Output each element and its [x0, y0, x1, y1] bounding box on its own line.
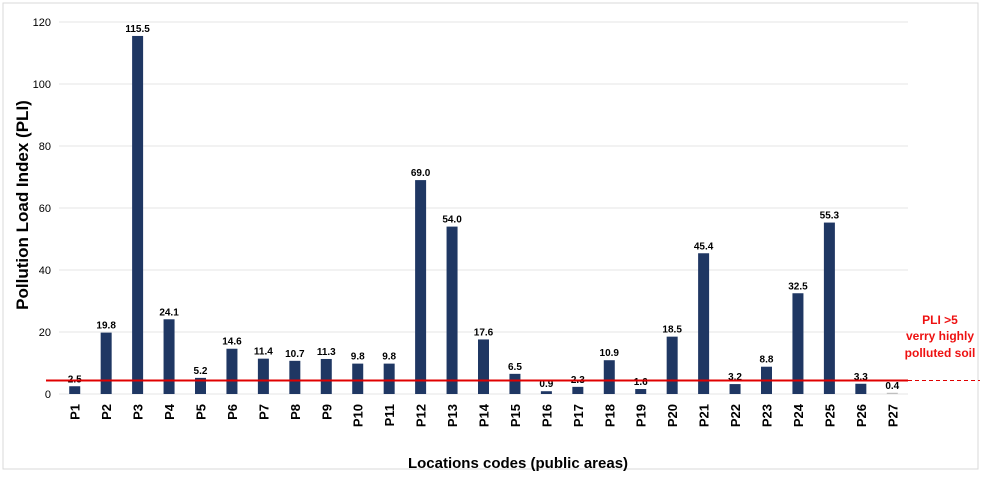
value-label: 1.6	[634, 377, 648, 388]
bar-p27	[886, 392, 898, 394]
y-tick-label: 100	[33, 79, 51, 91]
x-tick-label: P26	[854, 404, 869, 427]
value-label: 115.5	[125, 24, 150, 35]
reference-label-line: polluted soil	[905, 346, 976, 360]
bar-p2	[100, 332, 112, 394]
bar-p18	[603, 360, 615, 394]
y-axis-title: Pollution Load Index (PLI)	[13, 100, 32, 310]
bar-p9	[320, 358, 332, 394]
x-tick-label: P11	[382, 404, 397, 426]
x-tick-label: P25	[822, 404, 837, 427]
x-tick-label: P6	[225, 404, 240, 420]
x-axis-ticks: P1 P2 P3 P4 P5 P6 P7 P8 P9 P10 P11 P12 P13 P14 P15 P16 P…	[68, 403, 901, 427]
value-label: 55.3	[820, 211, 840, 222]
bar-p12	[415, 180, 427, 394]
value-label: 11.4	[254, 347, 273, 358]
x-tick-label: P9	[319, 404, 334, 420]
x-tick-label: P16	[539, 404, 554, 427]
value-label: 11.3	[317, 347, 336, 358]
value-label: 9.8	[382, 352, 396, 363]
x-tick-label: P12	[414, 404, 429, 427]
bar-p22	[729, 384, 741, 394]
x-tick-label: P14	[477, 403, 492, 427]
x-tick-label: P13	[445, 404, 460, 427]
value-label: 5.2	[194, 366, 208, 377]
bar-p7	[257, 358, 269, 394]
bar-p21	[698, 253, 710, 394]
y-tick-label: 80	[39, 141, 51, 153]
value-label: 3.3	[854, 372, 868, 383]
reference-label-line: verry highly	[906, 329, 974, 343]
bar-p3	[132, 35, 144, 394]
bar-p19	[635, 389, 647, 394]
bar-p25	[823, 222, 835, 394]
value-label: 32.5	[788, 281, 808, 292]
x-tick-label: P19	[634, 404, 649, 427]
x-tick-label: P23	[760, 404, 775, 427]
value-label: 18.5	[662, 325, 682, 336]
reference-label-line: PLI >5	[922, 313, 958, 327]
value-label: 3.2	[728, 372, 742, 383]
x-tick-label: P15	[508, 404, 523, 427]
bar-p17	[572, 386, 584, 394]
bar-p13	[446, 226, 458, 394]
x-tick-label: P18	[602, 404, 617, 427]
x-tick-label: P27	[885, 404, 900, 427]
value-labels: 2.519.8115.524.15.214.611.410.711.39.89.…	[68, 24, 900, 392]
x-tick-label: P7	[256, 404, 271, 420]
value-label: 0.4	[885, 381, 899, 392]
x-tick-label: P17	[571, 404, 586, 427]
x-tick-label: P24	[791, 403, 806, 427]
x-tick-label: P22	[728, 404, 743, 427]
value-label: 19.8	[96, 321, 116, 332]
bars	[69, 35, 898, 394]
value-label: 9.8	[351, 352, 365, 363]
value-label: 17.6	[474, 327, 494, 338]
x-tick-label: P21	[697, 404, 712, 427]
y-tick-label: 120	[33, 17, 51, 29]
y-tick-label: 40	[39, 265, 51, 277]
value-label: 24.1	[159, 307, 179, 318]
y-tick-label: 20	[39, 327, 51, 339]
value-label: 54.0	[442, 215, 462, 226]
bar-p20	[666, 336, 678, 394]
bar-p14	[478, 339, 489, 394]
x-tick-label: P4	[162, 403, 177, 420]
bar-p8	[289, 360, 301, 394]
y-tick-label: 60	[39, 203, 51, 215]
value-label: 6.5	[508, 362, 522, 373]
reference-line-label: PLI >5 verry highly polluted soil	[905, 313, 976, 360]
value-label: 69.0	[411, 168, 431, 179]
x-tick-label: P10	[351, 404, 366, 427]
bar-p5	[195, 377, 206, 394]
bar-p4	[163, 319, 175, 394]
x-tick-label: P20	[665, 404, 680, 427]
bar-p24	[792, 293, 804, 394]
bar-p16	[540, 391, 552, 394]
x-tick-label: P3	[131, 404, 146, 420]
value-label: 10.7	[285, 349, 305, 360]
bar-p1	[69, 386, 81, 394]
value-label: 10.9	[600, 348, 620, 359]
bar-p26	[855, 383, 867, 394]
bar-p11	[383, 363, 395, 394]
bar-p6	[226, 348, 238, 394]
x-tick-label: P1	[68, 404, 83, 420]
value-label: 0.9	[539, 379, 553, 390]
bar-p10	[352, 363, 364, 394]
y-axis-ticks: 0 20 40 60 80 100 120	[33, 17, 51, 401]
value-label: 45.4	[694, 241, 714, 252]
x-axis-title: Locations codes (public areas)	[408, 455, 628, 472]
x-tick-label: P2	[99, 404, 114, 420]
x-tick-label: P8	[288, 404, 303, 420]
value-label: 14.6	[222, 337, 242, 348]
y-tick-label: 0	[45, 389, 51, 401]
value-label: 8.8	[760, 355, 774, 366]
x-tick-label: P5	[194, 404, 209, 420]
bar-p15	[509, 373, 521, 394]
